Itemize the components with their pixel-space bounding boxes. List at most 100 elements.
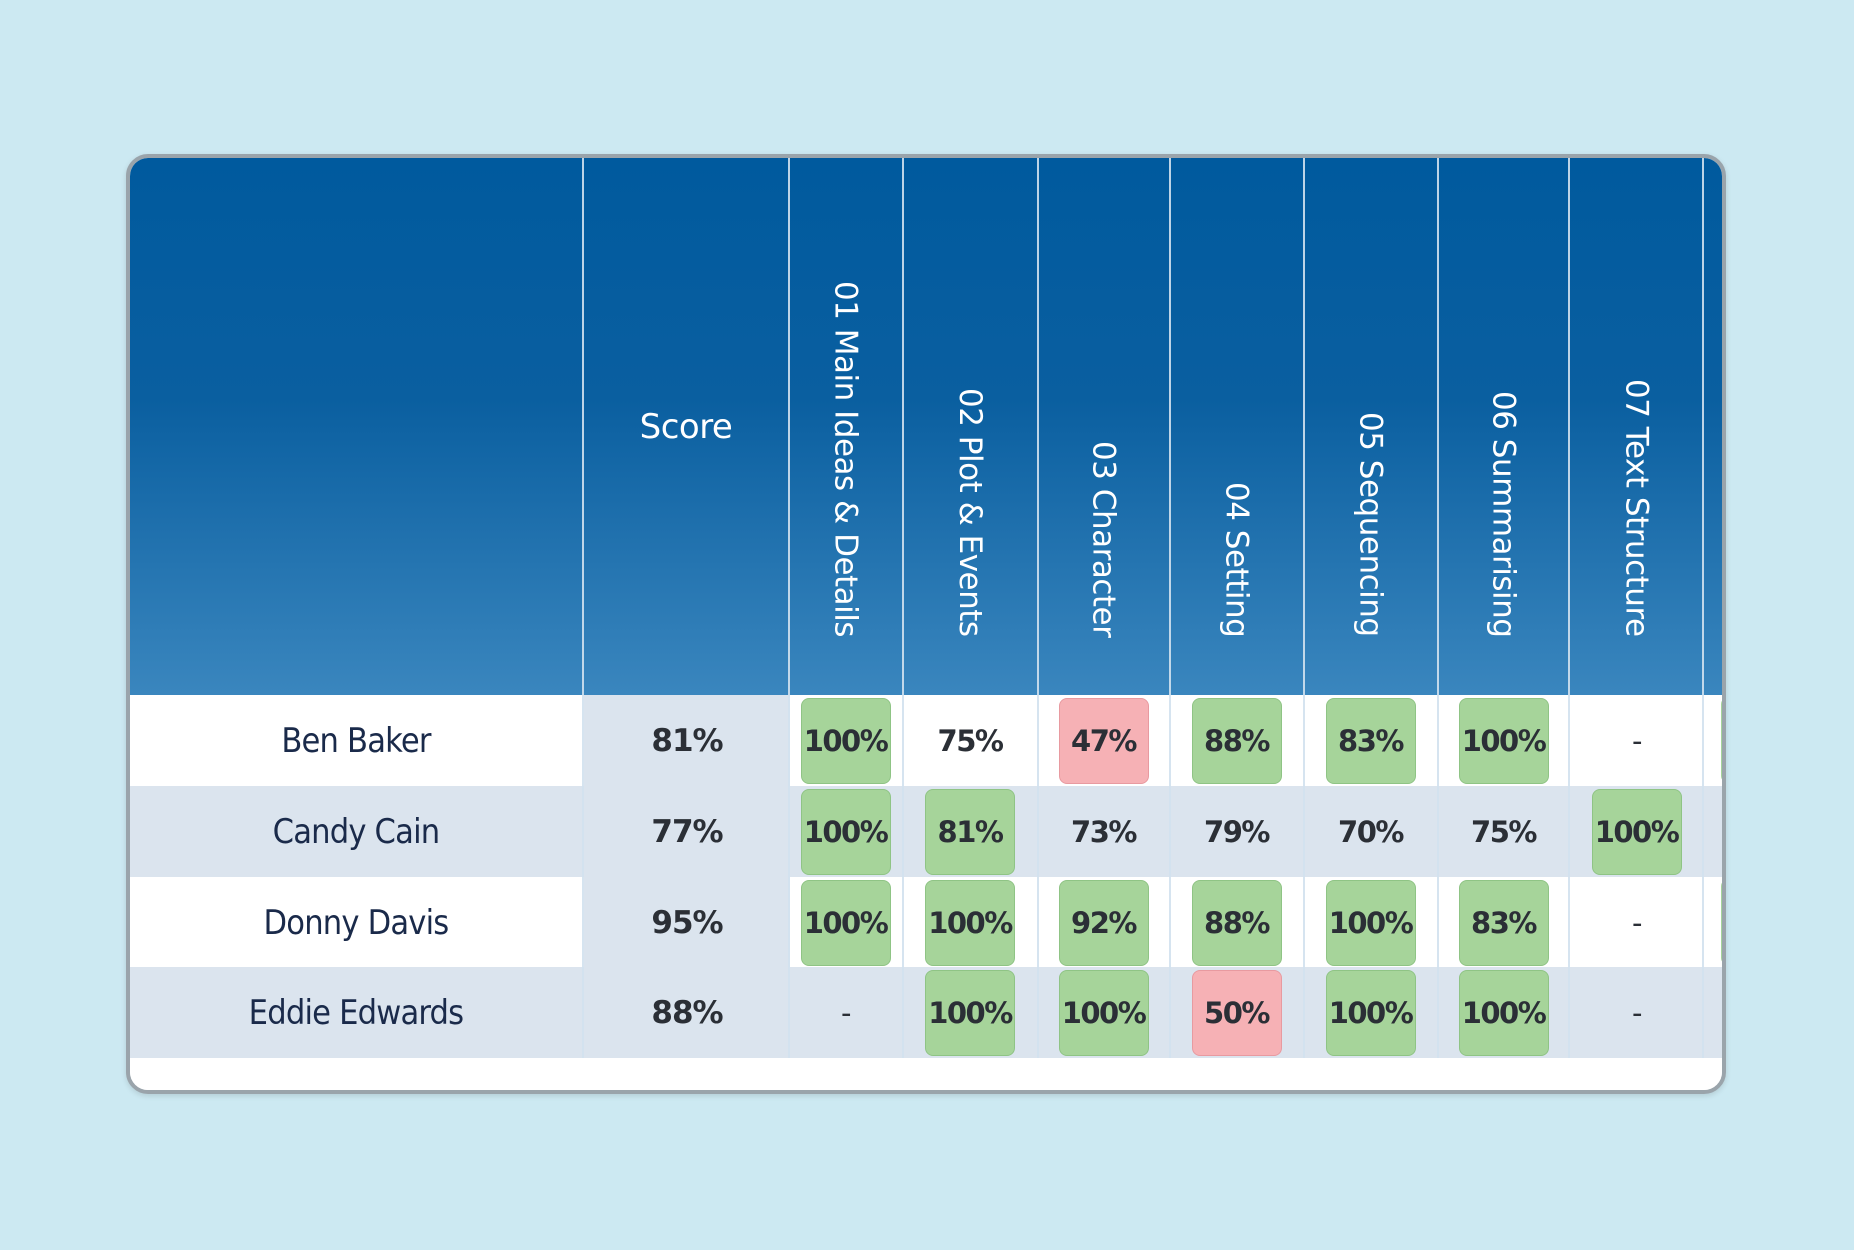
table-footer-space (130, 1058, 1722, 1090)
column-divider (902, 158, 904, 1058)
skill-score-badge: 100% (925, 969, 1015, 1056)
no-data-marker: - (1632, 905, 1642, 940)
skill-score-badge: 75% (1471, 814, 1537, 849)
skill-header-label: 05 Sequencing (1352, 412, 1389, 637)
skill-score-badge: 73% (1071, 814, 1137, 849)
skill-score-cell[interactable]: 75% (1439, 786, 1568, 877)
header-skill-column[interactable]: 02 Plot & Events (904, 158, 1036, 695)
skill-header-label: 01 Main Ideas & Details (827, 280, 864, 637)
skill-score-badge: 88% (1191, 879, 1282, 966)
skill-score-cell[interactable]: 100% (1305, 877, 1436, 968)
no-data-marker: - (1632, 995, 1642, 1030)
student-score: 81% (584, 695, 790, 786)
skill-score-badge: 100% (1458, 969, 1549, 1056)
column-divider (1169, 158, 1171, 1058)
column-divider (1037, 158, 1039, 1058)
table-header (130, 158, 1722, 695)
skill-score-badge: 88% (1191, 697, 1282, 784)
skill-score-badge: 100% (1325, 969, 1416, 1056)
skill-header-label: 06 Summarising (1485, 390, 1522, 637)
skill-score-cell[interactable]: - (1571, 695, 1702, 786)
table-row[interactable]: Eddie Edwards 88% - 100% 100% 50% 100% 100% - (130, 967, 1722, 1058)
student-score: 77% (584, 786, 790, 877)
skill-score-badge: 50% (1191, 969, 1282, 1056)
skill-score-cell[interactable]: - (1571, 877, 1702, 968)
skill-score-cell[interactable]: 70% (1305, 786, 1436, 877)
header-skill-column[interactable]: 07 Text Structure (1571, 158, 1702, 695)
table-row[interactable]: Donny Davis 95% 100% 100% 92% 88% 100% 83% - (130, 877, 1722, 968)
skill-score-badge: 81% (925, 788, 1015, 875)
skill-score-cell[interactable]: 50% (1171, 967, 1302, 1058)
score-header-label: Score (639, 406, 733, 447)
no-data-marker: - (1632, 723, 1642, 758)
skill-score-cell[interactable]: 100% (790, 695, 901, 786)
table-row[interactable]: Ben Baker 81% 100% 75% 47% 88% 83% 100% - (130, 695, 1722, 786)
table-row[interactable]: Candy Cain 77% 100% 81% 73% 79% 70% 75% 100% (130, 786, 1722, 877)
skill-score-badge: 100% (1058, 969, 1149, 1056)
results-grid: Ben Baker 81% 100% 75% 47% 88% 83% 100% - Candy C… (130, 158, 1722, 1058)
skill-score-cell[interactable]: 92% (1039, 877, 1168, 968)
student-score: 88% (584, 967, 790, 1058)
header-skill-column[interactable]: 06 Summarising (1439, 158, 1568, 695)
skill-score-badge: 100% (925, 879, 1015, 966)
column-divider (582, 158, 584, 1058)
column-divider (1568, 158, 1570, 1058)
skill-score-badge: 100% (1458, 697, 1549, 784)
skill-score-cell[interactable]: - (790, 967, 901, 1058)
partial-next-column-badge (1721, 698, 1722, 782)
skill-header-label: 03 Character (1085, 440, 1122, 637)
skill-score-cell[interactable]: - (1571, 967, 1702, 1058)
student-name[interactable]: Ben Baker (281, 720, 431, 761)
header-skill-column[interactable]: 01 Main Ideas & Details (790, 158, 901, 695)
student-name[interactable]: Donny Davis (263, 902, 450, 943)
skill-score-cell[interactable]: 100% (790, 877, 901, 968)
skill-score-badge: 100% (1591, 788, 1682, 875)
skill-score-cell[interactable]: 88% (1171, 877, 1302, 968)
skill-score-badge: 83% (1325, 697, 1416, 784)
skill-score-cell[interactable]: 79% (1171, 786, 1302, 877)
header-score-column[interactable]: Score (584, 158, 788, 695)
column-divider (1702, 158, 1704, 1058)
partial-next-column-badge (1721, 880, 1722, 964)
skill-header-label: 07 Text Structure (1618, 379, 1655, 637)
skill-score-cell[interactable]: 100% (1305, 967, 1436, 1058)
skill-score-badge: 100% (800, 879, 891, 966)
skill-score-cell[interactable]: 100% (790, 786, 901, 877)
header-name-column (130, 158, 582, 695)
skill-score-badge: 100% (800, 788, 891, 875)
results-table-frame: Ben Baker 81% 100% 75% 47% 88% 83% 100% - Candy C… (126, 154, 1726, 1094)
skill-score-badge: 100% (800, 697, 891, 784)
student-name[interactable]: Eddie Edwards (248, 992, 464, 1033)
skill-score-badge: 92% (1058, 879, 1149, 966)
skill-score-cell[interactable]: 100% (1439, 967, 1568, 1058)
student-name[interactable]: Candy Cain (272, 811, 441, 852)
skill-score-cell[interactable]: 81% (904, 786, 1036, 877)
skill-score-cell[interactable]: 47% (1039, 695, 1168, 786)
skill-score-cell[interactable]: 88% (1171, 695, 1302, 786)
skill-score-cell[interactable]: 73% (1039, 786, 1168, 877)
skill-header-label: 04 Setting (1218, 481, 1255, 637)
skill-score-cell[interactable]: 75% (904, 695, 1036, 786)
skill-score-cell[interactable]: 100% (1571, 786, 1702, 877)
student-score: 95% (584, 877, 790, 968)
column-divider (1303, 158, 1305, 1058)
column-divider (1437, 158, 1439, 1058)
column-divider (788, 158, 790, 1058)
header-skill-column[interactable]: 03 Character (1039, 158, 1168, 695)
skill-score-cell[interactable]: 100% (904, 877, 1036, 968)
no-data-marker: - (841, 995, 851, 1030)
skill-score-cell[interactable]: 100% (904, 967, 1036, 1058)
skill-score-cell[interactable]: 100% (1439, 695, 1568, 786)
header-skill-column[interactable]: 04 Setting (1171, 158, 1302, 695)
header-skill-column[interactable]: 05 Sequencing (1305, 158, 1436, 695)
skill-score-badge: 79% (1204, 814, 1270, 849)
skill-score-cell[interactable]: 83% (1439, 877, 1568, 968)
skill-score-badge: 47% (1058, 697, 1149, 784)
skill-score-badge: 100% (1325, 879, 1416, 966)
skill-score-badge: 83% (1458, 879, 1549, 966)
skill-score-badge: 70% (1338, 814, 1404, 849)
skill-score-badge: 75% (937, 723, 1004, 758)
skill-score-cell[interactable]: 83% (1305, 695, 1436, 786)
skill-score-cell[interactable]: 100% (1039, 967, 1168, 1058)
skill-header-label: 02 Plot & Events (952, 388, 988, 637)
